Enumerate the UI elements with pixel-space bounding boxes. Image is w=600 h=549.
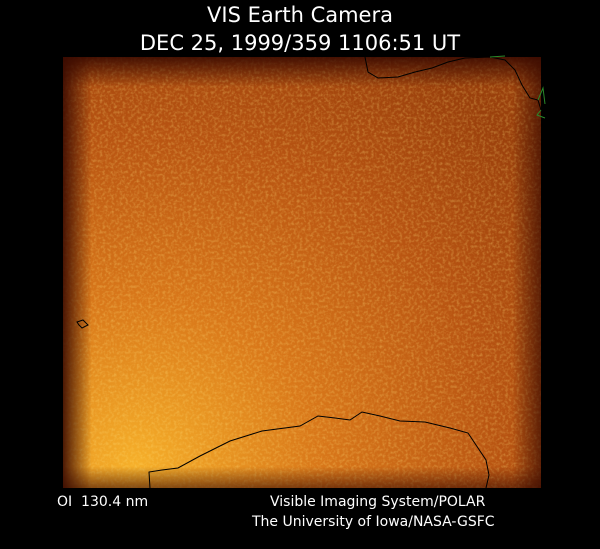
earth-image bbox=[63, 55, 546, 489]
coastline-outside bbox=[536, 86, 546, 119]
timestamp: DEC 25, 1999/359 1106:51 UT bbox=[140, 31, 460, 55]
instrument-label: Visible Imaging System/POLAR bbox=[270, 494, 486, 510]
institution-label: The University of Iowa/NASA-GSFC bbox=[251, 514, 495, 530]
coastlines bbox=[76, 56, 542, 489]
coastline bbox=[76, 319, 89, 329]
wavelength-label: OI 130.4 nm bbox=[57, 494, 148, 510]
title: VIS Earth Camera bbox=[207, 3, 393, 27]
coastline bbox=[364, 56, 542, 111]
coastline bbox=[148, 411, 490, 489]
coastline-outside bbox=[489, 55, 506, 58]
image-vignette-y bbox=[63, 57, 541, 488]
